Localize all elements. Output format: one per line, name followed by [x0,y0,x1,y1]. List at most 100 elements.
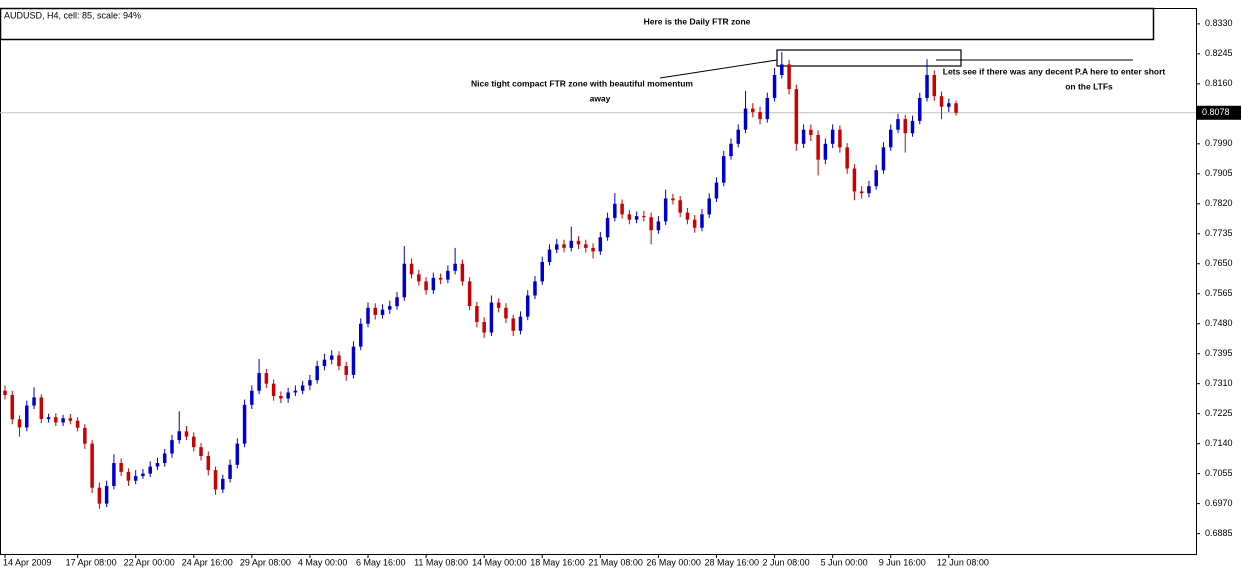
candle-body [620,203,624,215]
candle-body [250,390,254,405]
candle-body [518,316,523,331]
candle-body [772,75,777,98]
y-tick-label: 0.7650 [1205,258,1233,268]
x-tick-label: 12 Jun 08:00 [937,557,989,567]
x-tick-label: 18 May 16:00 [530,557,585,567]
candle-body [729,143,733,157]
candle-body [838,129,842,148]
x-tick-label: 26 May 00:00 [646,557,701,567]
ftr-zone-box [776,49,962,67]
candle-body [954,103,958,113]
candle-body [591,247,595,252]
candle-body [918,97,922,121]
x-tick-label: 5 Jun 00:00 [821,557,868,567]
candle-body [780,64,784,76]
ftr-note: away [590,93,611,103]
y-tick-label: 0.7140 [1205,438,1233,448]
candle-body [467,281,472,307]
candle-body [206,455,211,471]
candle-body [598,237,603,252]
candle-body [417,274,421,282]
candle-body [170,440,174,454]
candle-body [192,436,196,448]
candle-body [867,186,871,194]
y-tick-label: 0.6970 [1205,498,1233,508]
candle-body [315,366,319,381]
candle-body [424,281,428,291]
pa-note: on the LTFs [1065,81,1113,91]
candle-body [533,281,537,296]
candle-body [119,463,123,472]
candle-body [540,261,544,282]
candle-body [903,119,907,134]
candle-body [83,427,87,444]
candle-body [177,431,181,441]
candle-body [707,198,711,215]
candle-body [896,119,900,130]
candle-body [932,75,937,97]
candle-body [859,191,864,194]
candle-body [97,487,102,504]
candle-body [141,473,145,477]
candle-body [293,390,298,393]
x-tick-label: 14 May 00:00 [472,557,527,567]
candle-body [32,397,36,406]
candle-body [322,359,327,367]
last-price-label: 0.8078 [1202,107,1230,117]
x-tick-label: 21 May 08:00 [588,557,643,567]
y-tick-label: 0.7055 [1205,468,1233,478]
candle-body [562,244,566,248]
candle-body [678,200,682,213]
plot-frame [0,8,1197,555]
y-tick-label: 0.8330 [1205,18,1233,28]
x-tick-label: 14 Apr 2009 [3,557,52,567]
candle-body [373,307,378,315]
y-tick-label: 0.7905 [1205,168,1233,178]
candle-body [286,392,290,399]
candle-body [329,355,334,360]
candle-body [692,219,697,228]
candle-body [525,295,530,317]
candle-body [308,380,312,386]
candle-body [438,277,443,280]
candle-body [874,170,878,187]
candle-body [155,463,160,467]
chart-title: AUDUSD, H4, cell: 85, scale: 94% [4,10,141,20]
candle-body [257,373,261,391]
candle-body [547,249,552,262]
candle-body [431,277,436,291]
ftr-note: Nice tight compact FTR zone with beautif… [471,78,693,88]
candle-body [714,182,719,199]
candle-body [569,240,574,248]
candle-body [199,447,203,456]
candle-body [126,471,131,481]
x-tick-label: 29 Apr 08:00 [240,557,291,567]
candle-body [228,464,232,479]
y-tick-label: 0.8160 [1205,78,1233,88]
candle-body [300,385,305,391]
candle-body [809,129,813,135]
candle-body [475,306,479,322]
candle-body [351,346,356,375]
candle-body [511,318,515,331]
y-tick-label: 0.7735 [1205,228,1233,238]
candle-body [344,366,348,375]
x-tick-label: 28 May 16:00 [704,557,759,567]
x-tick-label: 6 May 16:00 [356,557,406,567]
candle-body [642,216,646,218]
candle-body [613,203,617,218]
candle-body [213,470,218,490]
candle-body [162,453,167,464]
candle-body [148,466,152,474]
candle-body [54,417,58,423]
candle-body [584,244,588,248]
candle-body [39,397,44,419]
candle-body [358,323,363,347]
candle-body [845,147,849,169]
daily-zone-label: Here is the Daily FTR zone [644,16,751,26]
candle-body [758,112,762,120]
y-tick-label: 0.7395 [1205,348,1233,358]
candle-body [395,297,399,307]
